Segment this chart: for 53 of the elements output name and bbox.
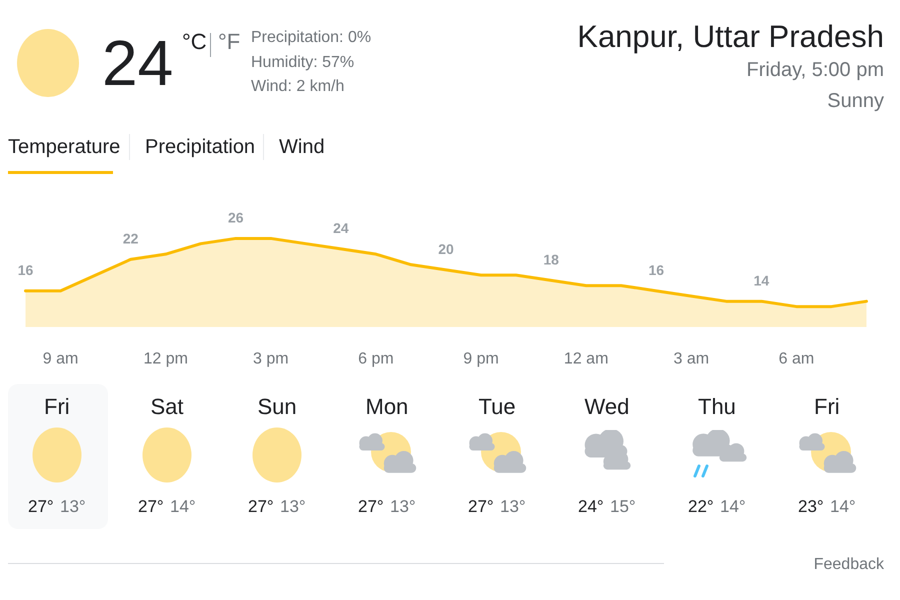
text: 27° (358, 497, 384, 516)
text: Humidity: 57% (251, 54, 354, 71)
text: °C (182, 29, 207, 54)
text: 27° (468, 497, 494, 516)
text: 27° (248, 497, 274, 516)
data-label: 16 (648, 262, 664, 278)
text: 24 (102, 27, 174, 99)
text: Wed (584, 394, 630, 419)
text: Tue (478, 394, 516, 419)
text: Sat (150, 394, 184, 419)
text: 14° (720, 497, 746, 516)
data-label: 22 (122, 230, 139, 246)
chart-subtitle: Friday, 5:00 pm (746, 59, 884, 81)
x-tick-label: 12 pm (143, 350, 188, 368)
x-tick-label: 6 pm (358, 350, 394, 368)
text: 13° (390, 497, 416, 516)
text: 27° (28, 497, 54, 516)
text: 14° (170, 497, 196, 516)
x-tick-label: 12 am (564, 350, 608, 368)
data-label: 16 (18, 262, 34, 278)
text: 22° (688, 497, 714, 516)
text: 13° (500, 497, 526, 516)
data-label: 14 (754, 272, 770, 288)
text: Wind: 2 km/h (251, 78, 344, 95)
x-tick-label: 3 pm (253, 350, 289, 368)
text: 24° (578, 497, 604, 516)
text: Feedback (814, 556, 884, 573)
text: Temperature (8, 136, 120, 158)
text: Precipitation (145, 136, 256, 158)
text: Mon (366, 394, 408, 419)
data-label: 26 (228, 209, 244, 226)
text: 14° (830, 497, 856, 516)
text: Wind (279, 136, 325, 158)
text: 27° (138, 497, 164, 516)
text: 23° (798, 497, 824, 516)
text: 13° (280, 497, 306, 516)
text: 13° (60, 497, 86, 516)
data-label: 20 (438, 240, 454, 257)
text: °F (218, 29, 240, 54)
x-tick-label: 9 am (42, 350, 78, 368)
chart-title: Kanpur, Uttar Pradesh (577, 19, 884, 54)
data-label: 24 (333, 220, 349, 236)
data-label: 18 (543, 251, 560, 268)
text: Thu (698, 394, 736, 419)
x-tick-label: 6 am (778, 350, 814, 368)
x-tick-label: 3 am (673, 350, 710, 368)
text: Sun (258, 394, 297, 419)
text: 15° (610, 497, 636, 516)
text: Fri (814, 394, 840, 419)
text: Sunny (827, 90, 884, 112)
text: Fri (44, 394, 70, 419)
x-tick-label: 9 pm (463, 350, 499, 368)
text: Precipitation: 0% (251, 29, 372, 46)
